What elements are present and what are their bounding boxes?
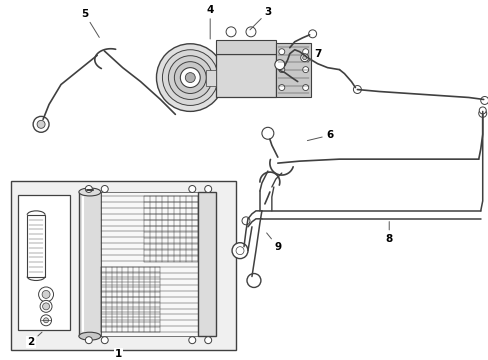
Circle shape [43, 318, 48, 323]
Bar [18, 195, 70, 330]
Circle shape [33, 116, 49, 132]
Circle shape [232, 243, 247, 258]
Ellipse shape [79, 332, 101, 340]
Circle shape [302, 56, 306, 60]
Ellipse shape [79, 188, 101, 196]
Circle shape [353, 86, 361, 94]
Text: 5: 5 [81, 9, 99, 37]
Circle shape [101, 337, 108, 344]
Circle shape [278, 49, 284, 55]
Circle shape [180, 68, 200, 87]
Circle shape [101, 185, 108, 193]
Text: 8: 8 [385, 222, 392, 244]
Circle shape [278, 67, 284, 73]
Bar [216, 54, 275, 98]
Circle shape [300, 54, 308, 62]
Bar [27, 215, 45, 276]
Circle shape [278, 85, 284, 90]
Bar [275, 43, 310, 98]
Text: 3: 3 [249, 7, 271, 30]
Circle shape [242, 217, 249, 225]
Bar [216, 40, 275, 54]
Bar [11, 181, 236, 350]
Circle shape [42, 303, 49, 310]
Circle shape [188, 337, 195, 344]
Circle shape [156, 44, 224, 111]
Circle shape [39, 287, 53, 302]
Circle shape [188, 185, 195, 193]
Circle shape [308, 30, 316, 38]
Text: 4: 4 [206, 5, 213, 39]
Circle shape [85, 337, 92, 344]
Circle shape [246, 274, 261, 287]
Circle shape [236, 247, 244, 255]
Circle shape [204, 337, 211, 344]
Circle shape [225, 27, 236, 37]
Circle shape [174, 62, 206, 94]
Circle shape [262, 127, 273, 139]
Text: 2: 2 [27, 332, 42, 347]
Circle shape [40, 300, 52, 312]
Circle shape [162, 50, 218, 105]
Circle shape [168, 56, 212, 99]
Circle shape [480, 96, 488, 104]
Bar [206, 69, 216, 86]
Circle shape [204, 185, 211, 193]
Circle shape [37, 120, 45, 128]
Circle shape [478, 109, 486, 117]
Text: 9: 9 [266, 233, 281, 252]
Bar [79, 192, 101, 336]
Text: 6: 6 [307, 130, 332, 141]
Circle shape [42, 291, 50, 298]
Circle shape [478, 107, 485, 114]
Bar [101, 192, 198, 336]
Circle shape [302, 67, 308, 73]
Circle shape [302, 49, 308, 55]
Text: 1: 1 [115, 349, 122, 359]
Circle shape [302, 85, 308, 90]
Text: 7: 7 [307, 49, 321, 62]
Circle shape [41, 315, 51, 326]
Bar [198, 192, 216, 336]
Circle shape [274, 60, 284, 69]
Circle shape [245, 27, 255, 37]
Circle shape [85, 185, 92, 193]
Circle shape [185, 73, 195, 82]
